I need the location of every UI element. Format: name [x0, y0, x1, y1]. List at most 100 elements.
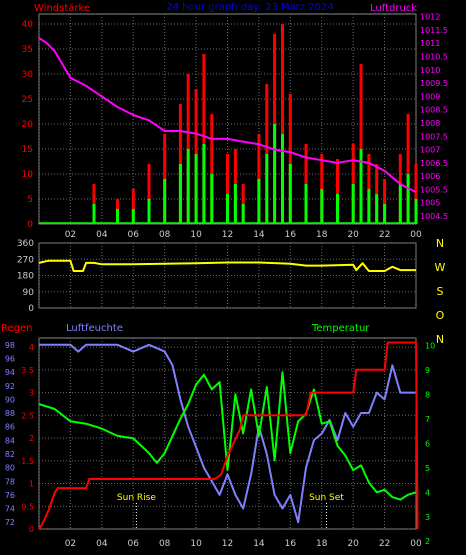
humidity-y-tick: 78 — [5, 477, 15, 486]
rain-x-tick: 16 — [285, 539, 297, 549]
temperature-y-tick: 5 — [425, 464, 430, 473]
humidity-y-tick: 72 — [5, 518, 15, 527]
average-bar — [163, 179, 167, 224]
wind-x-tick: 02 — [65, 230, 76, 240]
compass-letter: W — [435, 261, 446, 274]
average-bar — [351, 184, 355, 224]
wind-pressure-panel: 05101520253035401004.510051005.510061006… — [22, 13, 448, 240]
pressure-y-tick: 1007 — [420, 146, 440, 155]
wind-x-tick: 16 — [285, 230, 297, 240]
pressure-y-tick: 1010.5 — [420, 53, 448, 62]
pressure-y-tick: 1010 — [420, 66, 440, 75]
average-bar — [336, 194, 339, 224]
average-bar — [398, 184, 402, 224]
rain-x-tick: 06 — [128, 539, 140, 549]
humidity-label: Luftfeuchte — [66, 323, 123, 334]
wind-x-tick: 22 — [379, 230, 390, 240]
rain-y-tick: 3.5 — [21, 366, 34, 375]
gust-bar — [414, 164, 418, 224]
average-bar — [320, 189, 324, 224]
wind-y-tick: 20 — [22, 120, 34, 130]
average-bar — [233, 184, 237, 224]
average-bar — [241, 204, 245, 224]
gust-bar — [336, 159, 339, 224]
gust-bar — [383, 179, 387, 224]
average-bar — [367, 189, 371, 224]
rain-x-tick: 02 — [65, 539, 76, 549]
humidity-line — [39, 343, 416, 524]
average-bar — [383, 204, 387, 224]
rain-x-tick: 18 — [316, 539, 328, 549]
average-bar — [304, 184, 308, 224]
temperature-y-tick: 3 — [425, 513, 430, 522]
wind-y-tick: 30 — [22, 70, 34, 80]
humidity-y-tick: 96 — [5, 354, 15, 363]
pressure-label: Luftdruck — [370, 3, 417, 14]
rain-x-tick: 00 — [410, 539, 422, 549]
direction-line — [38, 259, 416, 272]
temperature-y-tick: 8 — [425, 390, 430, 399]
humidity-y-tick: 84 — [5, 436, 15, 445]
compass-letter: N — [436, 333, 444, 346]
wind-speed-label: Windstärke — [34, 3, 90, 14]
pressure-y-tick: 1006.5 — [420, 159, 448, 168]
average-bar — [178, 164, 182, 224]
humidity-y-tick: 92 — [5, 382, 15, 391]
rain-y-tick: 0 — [29, 525, 34, 534]
average-bar — [92, 204, 96, 224]
average-bar — [226, 194, 229, 224]
wind-y-tick: 15 — [22, 145, 33, 155]
direction-y-tick: 0 — [28, 304, 34, 314]
wind-y-tick: 0 — [27, 220, 33, 230]
rain-x-tick: 14 — [253, 539, 265, 549]
wind-x-tick: 20 — [347, 230, 359, 240]
average-bar — [265, 154, 269, 224]
humidity-y-tick: 86 — [5, 423, 15, 432]
gust-bar — [281, 24, 284, 224]
temperature-y-tick: 6 — [425, 439, 430, 448]
gust-bar — [210, 114, 214, 224]
rain-x-tick: 08 — [159, 539, 171, 549]
direction-y-tick: 270 — [17, 255, 34, 265]
pressure-y-tick: 1005 — [420, 199, 440, 208]
pressure-y-tick: 1009.5 — [420, 79, 448, 88]
pressure-y-tick: 1008 — [420, 119, 440, 128]
pressure-line — [38, 37, 417, 193]
pressure-y-tick: 1011 — [420, 39, 440, 48]
gust-bar — [359, 64, 363, 224]
wind-x-tick: 14 — [253, 230, 265, 240]
humidity-y-tick: 82 — [5, 450, 15, 459]
rain-x-tick: 20 — [347, 539, 359, 549]
temperature-y-tick: 7 — [425, 415, 430, 424]
humidity-y-tick: 94 — [5, 368, 15, 377]
direction-y-tick: 90 — [23, 288, 35, 298]
average-bar — [202, 144, 206, 224]
gust-bar — [226, 154, 229, 224]
temperature-line — [38, 371, 417, 501]
humidity-y-tick: 90 — [5, 395, 15, 404]
rain-x-tick: 22 — [379, 539, 390, 549]
temperature-y-tick: 2 — [425, 537, 430, 546]
wind-x-tick: 08 — [159, 230, 171, 240]
average-bar — [186, 149, 190, 224]
average-bar — [210, 174, 214, 224]
rain-y-tick: 4 — [29, 343, 34, 352]
rain-x-tick: 10 — [190, 539, 202, 549]
sunrise-label: Sun Rise — [117, 493, 156, 503]
humidity-y-tick: 74 — [5, 505, 15, 514]
average-bar — [359, 149, 363, 224]
average-bar — [131, 209, 135, 224]
pressure-y-tick: 1008.5 — [420, 106, 448, 115]
rain-line — [38, 341, 419, 530]
rain-y-tick: 1.5 — [21, 457, 34, 466]
wind-y-tick: 10 — [22, 170, 34, 180]
wind-x-tick: 06 — [128, 230, 140, 240]
rain-y-tick: 1 — [29, 480, 34, 489]
wind-y-tick: 5 — [27, 195, 33, 205]
compass-letter: O — [436, 309, 445, 322]
pressure-y-tick: 1009 — [420, 92, 440, 101]
average-bar — [375, 194, 379, 224]
pressure-y-tick: 1007.5 — [420, 132, 448, 141]
